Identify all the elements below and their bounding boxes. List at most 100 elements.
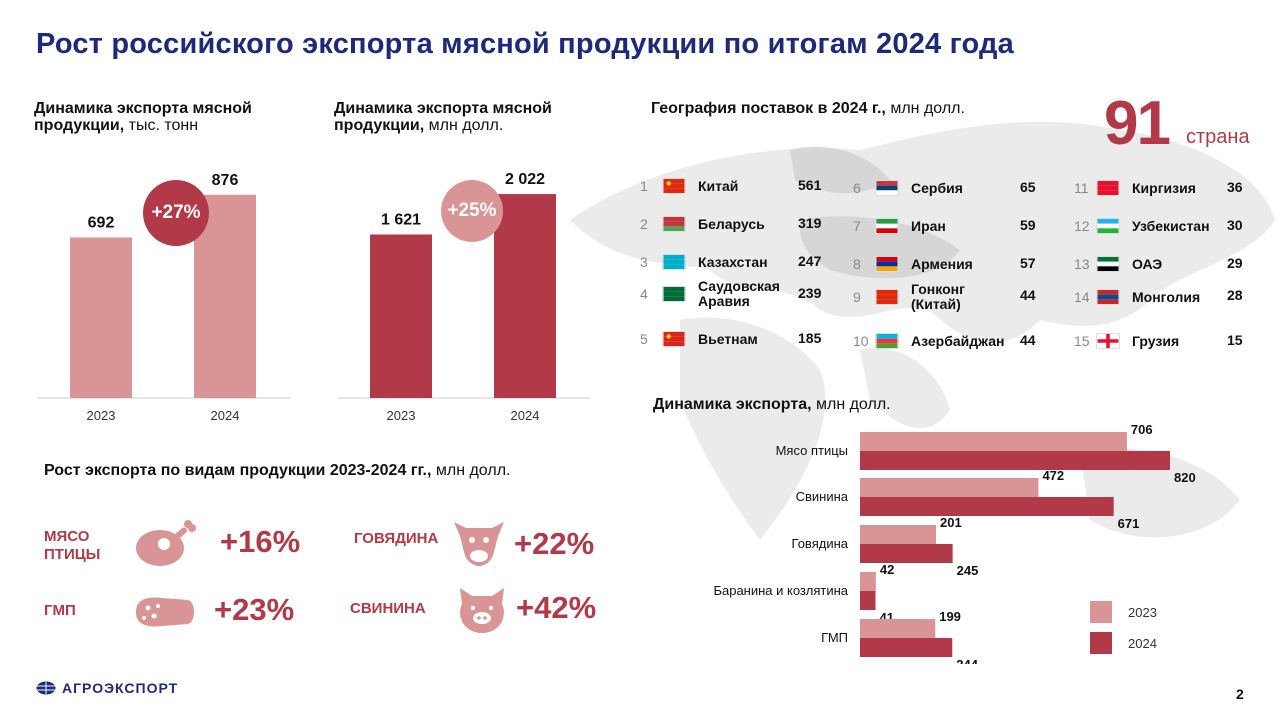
product-label-beef: ГОВЯДИНА [354, 530, 439, 547]
product-pct-gmp: +23% [214, 592, 295, 627]
logo-text: АГРОЭКСПОРТ [62, 680, 179, 696]
pig-icon [460, 588, 504, 633]
products-title-unit: млн долл. [431, 462, 511, 479]
hbar-2024-bar [860, 638, 953, 657]
geo-row-15: 15 Грузия [1074, 331, 1179, 351]
geo-rank: 8 [853, 256, 861, 272]
page-title: Рост российского экспорта мясной продукц… [36, 28, 1014, 60]
geo-value: 36 [1227, 179, 1243, 195]
geo-country-name: ОАЭ [1132, 255, 1163, 272]
geo-row-14: 14 Монголия [1074, 287, 1200, 307]
geo-row-7: 7 Иран [853, 216, 946, 236]
geo-rank: 9 [853, 289, 861, 305]
geo-country-name: Узбекистан [1132, 217, 1210, 234]
geo-country-name: Китай [698, 177, 739, 194]
hbar-2023-bar [860, 572, 876, 591]
geo-row-1: 1 Китай [640, 176, 738, 196]
geo-country-name: Азербайджан [911, 332, 1005, 349]
rs-flag-icon [875, 180, 899, 196]
geography-title-bold: География поставок в 2024 г., [651, 100, 886, 117]
geo-country-name: Иран [911, 217, 946, 234]
by-flag-icon [662, 216, 686, 232]
geo-rank: 15 [1074, 333, 1090, 349]
geo-value: 185 [798, 330, 822, 346]
geo-row-13: 13 ОАЭ [1074, 254, 1162, 274]
geo-country-name: Киргизия [1132, 179, 1196, 196]
geo-country-name: Гонконг (Китай) [911, 281, 965, 312]
value-category-label: 2023 [387, 408, 416, 423]
kg-flag-icon [1096, 180, 1120, 196]
legend-label: 2023 [1128, 605, 1157, 620]
volume-value-label: 876 [212, 172, 239, 189]
value-bar-2023 [370, 234, 432, 398]
geo-country-name: Вьетнам [698, 330, 758, 347]
dynamics-bar-chart: Мясо птицы 706 820 Свинина 472 671 Говядина 201… [713, 424, 1196, 664]
kz-flag-icon [662, 254, 686, 270]
cow-icon [454, 522, 504, 566]
geo-country-name: Казахстан [698, 253, 768, 270]
hbar-2023-bar [860, 619, 936, 638]
legend-swatch-2023 [1090, 601, 1112, 623]
hbar-value-label: 671 [1118, 516, 1140, 531]
volume-bar-2023 [70, 237, 132, 398]
products-title: Рост экспорта по видам продукции 2023-20… [44, 462, 510, 479]
value-chart-subtitle-unit: млн долл. [424, 117, 504, 134]
product-label-poultry: МЯСО ПТИЦЫ [44, 528, 101, 563]
geo-value: 15 [1227, 332, 1243, 348]
product-label-pork: СВИНИНА [350, 600, 426, 617]
geo-rank: 11 [1074, 180, 1089, 196]
country-count-label: страна [1186, 126, 1250, 148]
geo-value: 29 [1227, 255, 1243, 271]
mn-flag-icon [1096, 289, 1120, 305]
ge-flag-icon [1096, 333, 1120, 349]
hbar-category-label: Мясо птицы [776, 443, 848, 458]
hbar-value-label: 472 [1042, 468, 1064, 483]
cn-flag-icon [662, 178, 686, 194]
value-value-label: 1 621 [381, 211, 421, 228]
value-chart-subtitle-bold: Динамика экспорта мясной продукции, [334, 100, 552, 134]
value-bar-chart: 1 621 2023 2 022 2024 [338, 171, 590, 423]
hbar-2024-bar [860, 544, 953, 563]
hbar-value-label: 42 [880, 562, 894, 577]
value-category-label: 2024 [511, 408, 540, 423]
volume-bar-chart: 692 2023 876 2024 [38, 172, 290, 423]
product-label-gmp: ГМП [44, 602, 76, 619]
dynamics-title-bold: Динамика экспорта, [653, 396, 812, 413]
geo-row-9: 9 Гонконг (Китай) [853, 282, 1011, 312]
hbar-2023-bar [860, 478, 1039, 497]
product-pct-pork: +42% [516, 590, 597, 625]
volume-category-label: 2024 [211, 408, 240, 423]
volume-value-label: 692 [88, 214, 115, 231]
geo-value: 28 [1227, 287, 1243, 303]
hbar-category-label: Баранина и козлятина [713, 583, 848, 598]
hbar-2024-bar [860, 497, 1114, 516]
volume-growth-badge: +27% [143, 180, 209, 246]
geo-value: 239 [798, 285, 822, 301]
geography-title: География поставок в 2024 г., млн долл. [651, 100, 965, 117]
hbar-value-label: 199 [939, 609, 961, 624]
sausage-icon [136, 597, 194, 627]
geo-country-name: Грузия [1132, 332, 1180, 349]
geo-row-2: 2 Беларусь [640, 214, 765, 234]
geo-row-5: 5 Вьетнам [640, 329, 758, 349]
hbar-2023-bar [860, 432, 1127, 451]
geo-rank: 1 [640, 178, 648, 194]
sa-flag-icon [662, 286, 686, 302]
product-pct-beef: +22% [514, 526, 595, 561]
geo-rank: 3 [640, 254, 648, 270]
hbar-value-label: 820 [1174, 470, 1196, 485]
volume-chart-subtitle: Динамика экспорта мясной продукции, тыс.… [34, 100, 304, 134]
geo-country-name: Саудовская Аравия [698, 278, 780, 309]
geo-row-8: 8 Армения [853, 254, 973, 274]
legend-swatch-2024 [1090, 632, 1112, 654]
legend-label: 2024 [1128, 636, 1157, 651]
hbar-value-label: 706 [1131, 424, 1153, 437]
az-flag-icon [875, 333, 899, 349]
dynamics-title: Динамика экспорта, млн долл. [653, 396, 891, 413]
product-pct-poultry: +16% [220, 524, 301, 559]
hbar-value-label: 245 [957, 563, 979, 578]
geo-rank: 2 [640, 216, 648, 232]
geo-rank: 14 [1074, 289, 1090, 305]
hbar-category-label: Свинина [796, 489, 849, 504]
dynamics-title-unit: млн долл. [811, 396, 891, 413]
